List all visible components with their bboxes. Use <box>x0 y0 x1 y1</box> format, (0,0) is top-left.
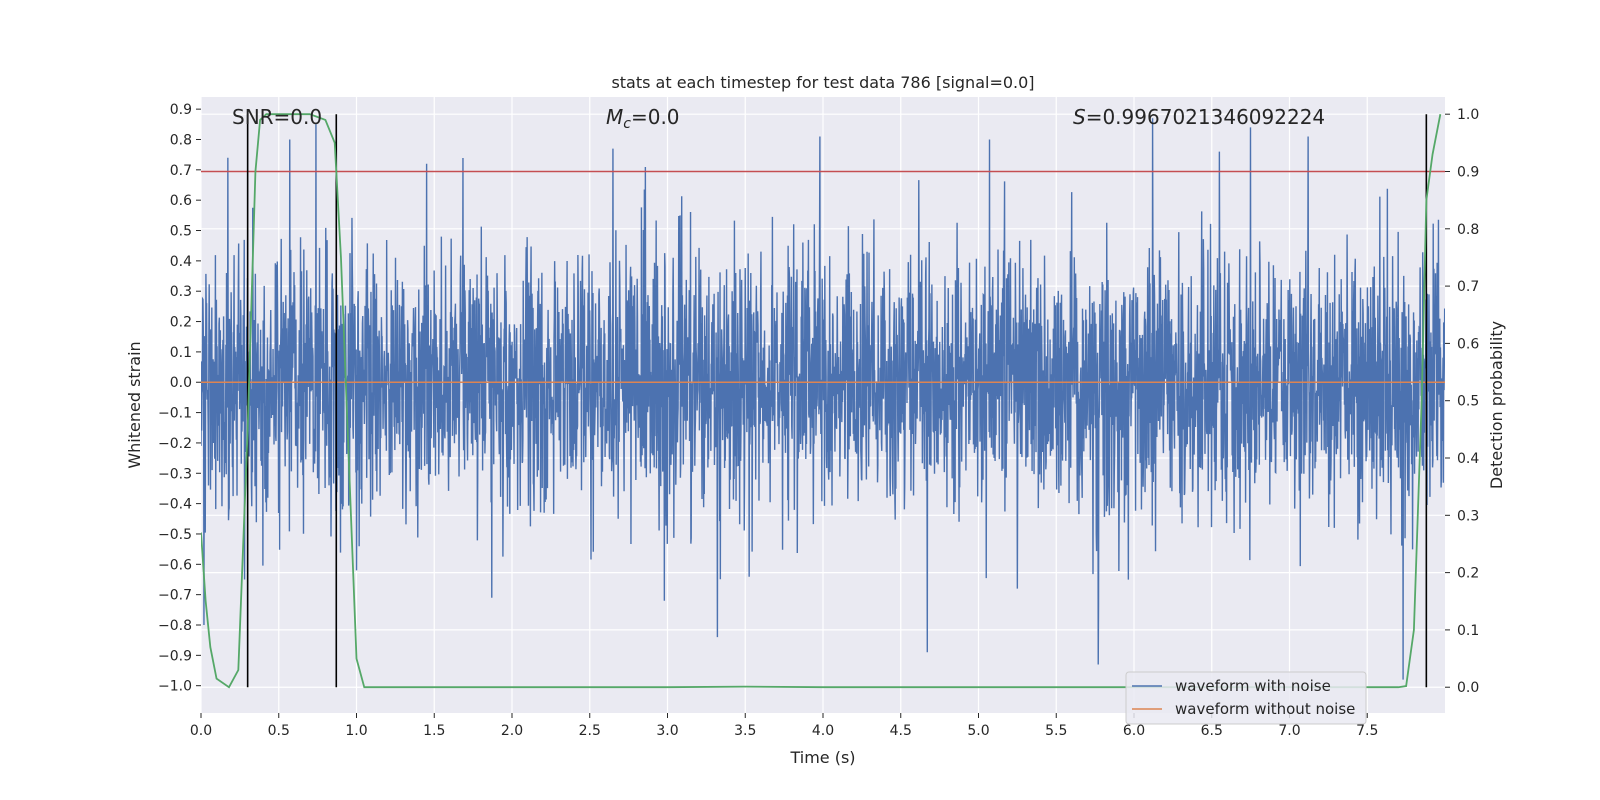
y-tick-label: −0.7 <box>158 588 192 604</box>
y-tick-label: −0.8 <box>158 618 192 634</box>
y2-tick-label: 0.2 <box>1457 566 1479 582</box>
x-tick-label: 1.5 <box>423 723 445 739</box>
y-tick-label: −1.0 <box>158 679 192 695</box>
chart-title: stats at each timestep for test data 786… <box>611 73 1034 92</box>
x-tick-label: 3.5 <box>734 723 756 739</box>
y2-axis-label: Detection probability <box>1487 321 1506 489</box>
y-axis-label: Whitened strain <box>125 341 144 468</box>
x-tick-label: 7.5 <box>1356 723 1378 739</box>
ticks: 0.0 0.5 1.0 1.5 2.0 2.5 3.0 3.5 4.0 4.5 5.0 5.5 6.0 6… <box>158 102 1479 739</box>
x-tick-label: 7.0 <box>1278 723 1300 739</box>
x-tick-label: 4.5 <box>890 723 912 739</box>
y-tick-label: 0.6 <box>170 193 192 209</box>
y2-tick-label: 0.3 <box>1457 508 1479 524</box>
y2-tick-label: 0.0 <box>1457 680 1479 696</box>
x-tick-label: 2.5 <box>579 723 601 739</box>
noise-series-line <box>201 118 1445 680</box>
y-tick-label: 0.4 <box>170 254 192 270</box>
legend-label-noise: waveform with noise <box>1175 677 1331 695</box>
x-tick-label: 5.5 <box>1045 723 1067 739</box>
y-tick-label: −0.3 <box>158 466 192 482</box>
legend-box <box>1125 671 1367 725</box>
y-tick-label: 0.5 <box>170 224 192 240</box>
y-tick-label: −0.9 <box>158 648 192 664</box>
x-tick-label: 3.0 <box>656 723 678 739</box>
probability-series-line <box>201 113 1442 689</box>
legend-label-clean: waveform without noise <box>1175 700 1355 718</box>
y-tick-label: 0.2 <box>170 315 192 331</box>
x-tick-label: 1.0 <box>345 723 367 739</box>
snr-annotation: SNR=0.0 <box>232 105 322 129</box>
overlay <box>201 113 1445 689</box>
y-tick-label: 0.0 <box>170 375 192 391</box>
chirp-mass-annotation: Mc=0.0 <box>606 105 680 132</box>
y-tick-label: 0.8 <box>170 132 192 148</box>
x-tick-label: 2.0 <box>501 723 523 739</box>
score-annotation: S=0.9967021346092224 <box>1073 105 1325 129</box>
x-tick-label: 4.0 <box>812 723 834 739</box>
x-axis-label: Time (s) <box>789 748 855 767</box>
y-tick-label: −0.1 <box>158 406 192 422</box>
legend: waveform with noise waveform without noi… <box>1125 671 1367 725</box>
x-tick-label: 6.0 <box>1123 723 1145 739</box>
y-tick-label: 0.7 <box>170 163 192 179</box>
y2-tick-label: 0.7 <box>1457 279 1479 295</box>
y-tick-label: −0.2 <box>158 436 192 452</box>
y-tick-label: −0.4 <box>158 497 192 513</box>
y-tick-label: 0.1 <box>170 345 192 361</box>
y2-tick-label: 0.9 <box>1457 164 1479 180</box>
y2-tick-label: 0.1 <box>1457 623 1479 639</box>
x-tick-label: 5.0 <box>967 723 989 739</box>
x-tick-label: 6.5 <box>1201 723 1223 739</box>
y2-tick-label: 0.5 <box>1457 394 1479 410</box>
y-tick-label: −0.5 <box>158 527 192 543</box>
x-tick-label: 0.0 <box>190 723 212 739</box>
y2-tick-label: 0.4 <box>1457 451 1479 467</box>
x-tick-label: 0.5 <box>268 723 290 739</box>
y-tick-label: 0.9 <box>170 102 192 118</box>
y2-tick-label: 0.6 <box>1457 336 1479 352</box>
y-tick-label: 0.3 <box>170 284 192 300</box>
y-tick-label: −0.6 <box>158 557 192 573</box>
y2-tick-label: 1.0 <box>1457 107 1479 123</box>
y2-tick-label: 0.8 <box>1457 222 1479 238</box>
noise-waveform <box>201 118 1445 680</box>
